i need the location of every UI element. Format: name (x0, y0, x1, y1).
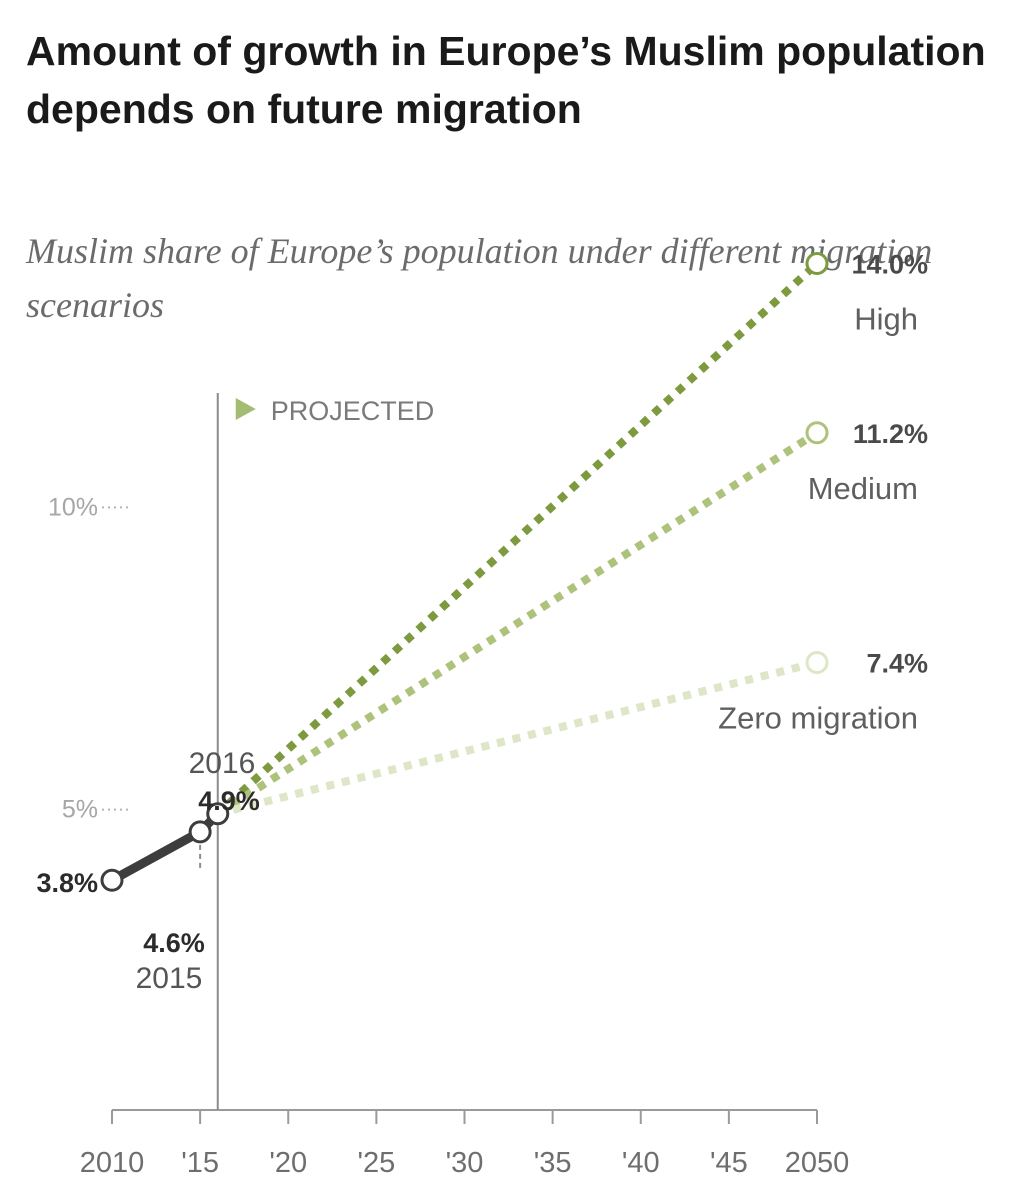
series-name-label-medium: Medium (808, 471, 918, 506)
year-label-2016: 2016 (189, 747, 256, 780)
series-line-zero-migration (216, 658, 818, 818)
series-end-point-medium (805, 421, 829, 445)
chart-title: Amount of growth in Europe’s Muslim popu… (26, 28, 986, 132)
x-tick-label: 2050 (785, 1147, 850, 1179)
historical-point (206, 802, 230, 826)
series-end-value-zero-migration: 7.4% (866, 649, 928, 679)
x-tick-label: '25 (357, 1147, 395, 1179)
value-label-2015: 4.6% (143, 928, 205, 958)
x-tick-label: '15 (181, 1147, 219, 1179)
historical-point (100, 868, 124, 892)
series-end-point-high (805, 251, 829, 275)
chart-subtitle: Muslim share of Europe’s population unde… (26, 231, 933, 325)
year-label-2015: 2015 (136, 962, 203, 995)
y-tick-label: 5% (62, 796, 98, 824)
value-label-2010: 3.8% (36, 868, 98, 898)
x-tick-label: 2010 (80, 1147, 145, 1179)
series-end-value-high: 14.0% (851, 249, 928, 279)
series-line-high (215, 260, 820, 817)
series-end-value-medium: 11.2% (853, 419, 928, 449)
series-end-point-zero-migration (805, 651, 829, 675)
x-tick-label: '45 (710, 1147, 748, 1179)
x-tick-label: '20 (269, 1147, 307, 1179)
series-name-label-high: High (854, 301, 918, 336)
y-tick-label: 10% (48, 493, 98, 521)
series-line-medium (215, 429, 820, 818)
projected-label: PROJECTED (271, 396, 435, 426)
series-name-label-zero-migration: Zero migration (718, 701, 918, 736)
x-tick-label: '40 (622, 1147, 660, 1179)
historical-point (188, 820, 212, 844)
x-tick-label: '35 (534, 1147, 572, 1179)
projected-arrow-icon (235, 398, 256, 420)
value-label-2016: 4.9% (198, 786, 260, 816)
x-tick-label: '30 (446, 1147, 484, 1179)
